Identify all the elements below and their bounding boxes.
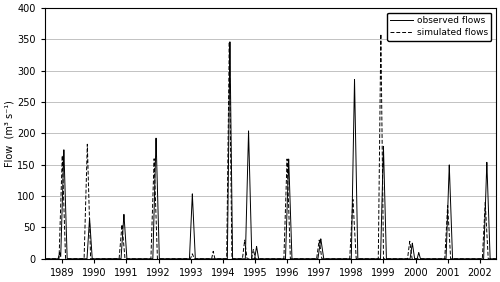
observed flows (43, 257, 49, 261)
simulated flows (449, 257, 455, 261)
observed flows (212, 257, 218, 261)
observed flows (148, 257, 154, 261)
simulated flows (43, 257, 49, 261)
simulated flows (146, 257, 152, 261)
simulated flows (378, 32, 384, 36)
simulated flows (144, 257, 150, 261)
observed flows (449, 250, 455, 253)
Line: observed flows: observed flows (46, 42, 496, 259)
simulated flows (114, 257, 120, 261)
simulated flows (148, 255, 154, 258)
Line: simulated flows: simulated flows (46, 34, 496, 259)
observed flows (227, 40, 233, 43)
Y-axis label: Flow  (m³ s⁻¹): Flow (m³ s⁻¹) (4, 100, 14, 167)
Legend: observed flows, simulated flows: observed flows, simulated flows (387, 13, 492, 41)
observed flows (114, 257, 120, 261)
simulated flows (212, 257, 218, 261)
simulated flows (493, 257, 499, 261)
observed flows (146, 257, 152, 261)
observed flows (144, 257, 150, 261)
observed flows (493, 257, 499, 261)
